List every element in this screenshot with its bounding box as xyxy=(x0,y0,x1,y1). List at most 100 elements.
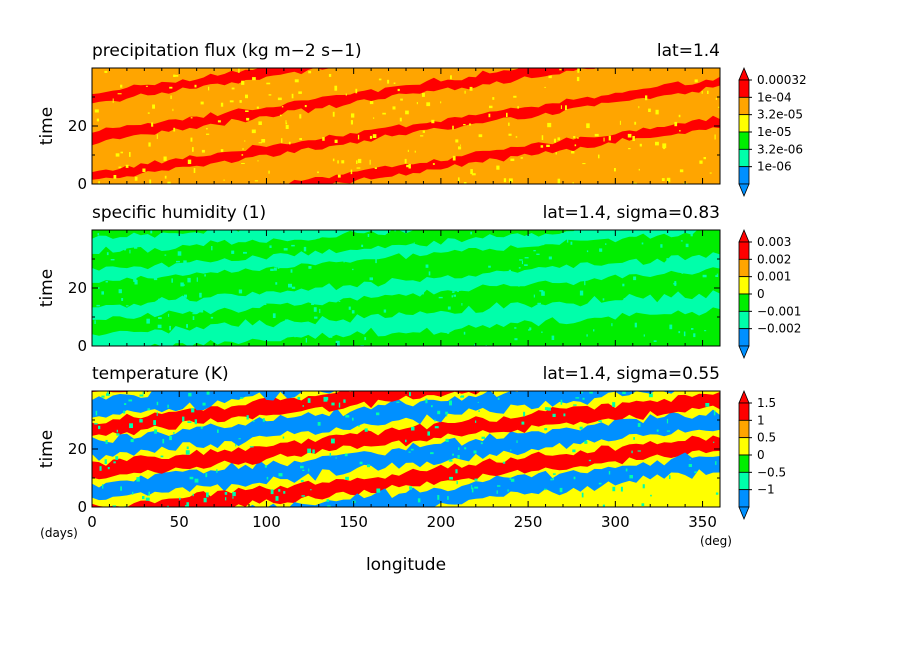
heatmap-speckle xyxy=(566,238,569,243)
heatmap-speckle xyxy=(508,122,510,126)
heatmap-speckle xyxy=(238,68,240,73)
heatmap-speckle xyxy=(376,488,381,493)
y-tick-label: 0 xyxy=(77,337,87,355)
heatmap-speckle xyxy=(422,130,425,133)
heatmap-speckle xyxy=(603,137,605,142)
heatmap-speckle xyxy=(678,268,681,272)
heatmap-speckle xyxy=(539,290,544,292)
colorbar-segment xyxy=(738,437,750,456)
heatmap-speckle xyxy=(283,491,286,494)
heatmap-speckle xyxy=(116,433,120,436)
heatmap-speckle xyxy=(458,177,460,182)
colorbar-segment xyxy=(738,79,750,98)
heatmap-speckle xyxy=(171,278,173,283)
heatmap-speckle xyxy=(300,465,304,469)
heatmap-speckle xyxy=(163,156,167,161)
heatmap-speckle xyxy=(104,459,107,464)
heatmap-speckle xyxy=(345,415,350,418)
heatmap-speckle xyxy=(361,244,364,247)
heatmap-speckle xyxy=(239,100,242,103)
heatmap-speckle xyxy=(503,178,507,183)
heatmap-speckle xyxy=(277,265,280,269)
heatmap-speckle xyxy=(98,425,101,430)
heatmap-speckle xyxy=(245,94,248,99)
heatmap-speckle xyxy=(548,75,552,79)
colorbar-label: −0.5 xyxy=(757,465,786,479)
heatmap-speckle xyxy=(399,117,402,122)
x-tick-label: 200 xyxy=(427,513,456,531)
heatmap-speckle xyxy=(470,169,473,174)
colorbar-segment xyxy=(738,471,750,491)
heatmap-speckle xyxy=(449,476,453,480)
y-tick-label: 0 xyxy=(77,175,87,193)
heatmap-speckle xyxy=(529,327,532,330)
heatmap-speckle xyxy=(451,295,453,298)
heatmap-speckle xyxy=(417,498,421,503)
heatmap-speckle xyxy=(645,95,648,101)
heatmap-speckle xyxy=(547,407,551,411)
heatmap-speckle xyxy=(510,158,515,161)
heatmap-speckle xyxy=(471,173,476,176)
heatmap-speckle xyxy=(367,234,370,237)
heatmap-speckle xyxy=(308,266,312,269)
heatmap-speckle xyxy=(98,181,100,184)
heatmap-speckle xyxy=(308,468,310,472)
heatmap-speckle xyxy=(608,135,611,141)
heatmap-speckle xyxy=(278,473,283,477)
heatmap-speckle xyxy=(187,421,192,423)
heatmap-speckle xyxy=(302,469,305,471)
panel-subtitle: lat=1.4 xyxy=(657,41,720,61)
heatmap-speckle xyxy=(186,502,189,506)
heatmap-speckle xyxy=(372,134,377,138)
heatmap-speckle xyxy=(669,475,671,479)
heatmap-speckle xyxy=(569,279,571,282)
heatmap-speckle xyxy=(409,486,413,490)
heatmap-speckle xyxy=(629,475,633,479)
heatmap-speckle xyxy=(370,293,374,297)
heatmap-speckle xyxy=(208,235,211,238)
heatmap-speckle xyxy=(211,246,213,251)
heatmap-speckle xyxy=(352,417,354,421)
heatmap-speckle xyxy=(409,392,411,397)
heatmap-speckle xyxy=(166,505,169,507)
heatmap-speckle xyxy=(322,137,325,141)
heatmap-speckle xyxy=(425,264,429,268)
heatmap-speckle xyxy=(565,105,567,110)
heatmap-speckle xyxy=(672,306,676,310)
colorbar-arrow-top xyxy=(738,66,750,81)
heatmap-speckle xyxy=(99,466,102,471)
heatmap-speckle xyxy=(593,329,595,332)
heatmap-speckle xyxy=(622,391,626,394)
heatmap-speckle xyxy=(497,397,500,400)
heatmap-speckle xyxy=(643,334,645,337)
heatmap-speckle xyxy=(125,305,129,307)
heatmap-speckle xyxy=(183,260,187,265)
heatmap-speckle xyxy=(115,456,119,460)
heatmap-speckle xyxy=(241,154,244,156)
heatmap-speckle xyxy=(447,496,449,500)
heatmap-band-0 xyxy=(92,76,720,180)
heatmap-speckle xyxy=(376,412,380,416)
heatmap-speckle xyxy=(553,138,556,143)
heatmap-speckle xyxy=(148,491,150,496)
heatmap-speckle xyxy=(352,268,354,271)
heatmap-speckle xyxy=(101,238,106,242)
heatmap-speckle xyxy=(606,232,608,234)
heatmap-speckle xyxy=(478,410,480,412)
heatmap-speckle xyxy=(305,338,307,343)
heatmap-speckle xyxy=(116,429,118,433)
heatmap-speckle xyxy=(142,168,146,172)
heatmap-speckle xyxy=(641,242,644,245)
heatmap-speckle xyxy=(124,403,127,405)
heatmap-speckle xyxy=(335,340,340,346)
heatmap-speckle xyxy=(445,411,448,415)
heatmap-speckle xyxy=(200,426,203,429)
heatmap-speckle xyxy=(105,280,108,283)
heatmap-speckle xyxy=(223,179,225,181)
heatmap-speckle xyxy=(453,294,456,297)
heatmap-speckle xyxy=(496,490,498,494)
heatmap-speckle xyxy=(513,95,517,98)
heatmap-speckle xyxy=(488,265,491,268)
heatmap-speckle xyxy=(264,303,267,305)
heatmap-speckle xyxy=(308,70,312,74)
